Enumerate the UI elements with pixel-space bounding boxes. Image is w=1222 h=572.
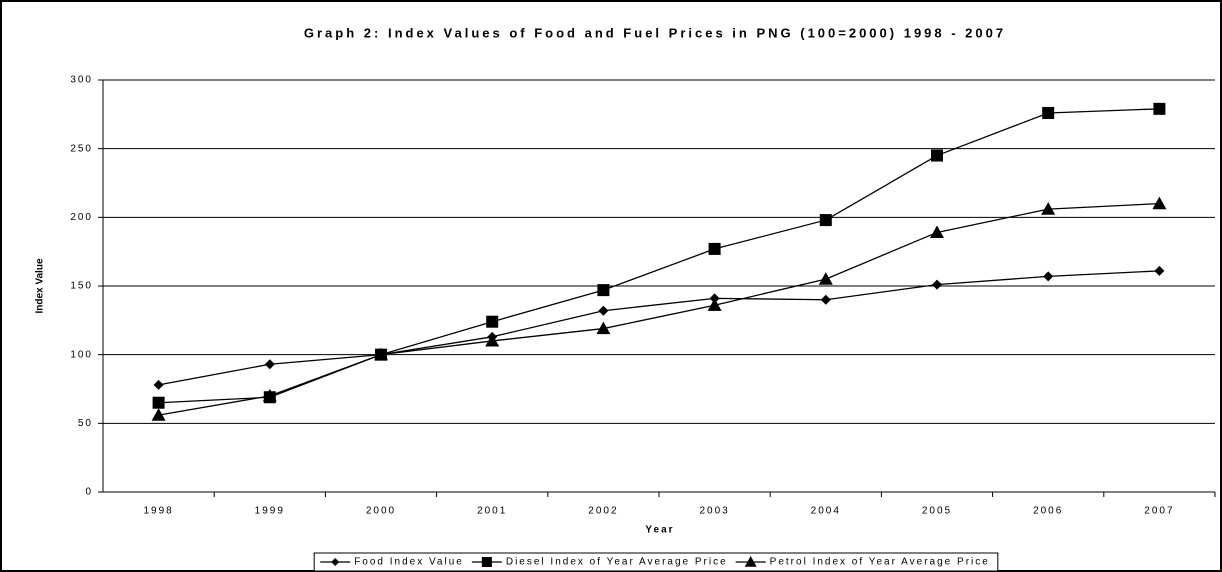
y-tick-label: 300: [70, 75, 93, 86]
series-line: [158, 270, 1160, 386]
legend-label: Petrol Index of Year Average Price: [770, 557, 990, 568]
marker-triangle: [707, 298, 722, 311]
marker-triangle: [744, 556, 757, 567]
marker-triangle: [818, 272, 833, 285]
marker-triangle: [1152, 196, 1167, 210]
y-tick-label: 200: [70, 212, 93, 223]
marker-triangle: [930, 225, 944, 239]
y-tick-label: 100: [70, 349, 93, 360]
marker-diamond: [1043, 271, 1054, 282]
marker-triangle: [596, 321, 611, 335]
x-axis-title: Year: [645, 525, 674, 536]
marker-square: [597, 284, 610, 297]
marker-square: [1042, 106, 1055, 119]
marker-triangle: [151, 408, 166, 421]
marker-diamond: [1154, 265, 1165, 276]
x-tick-label: 2004: [811, 506, 841, 517]
x-tick-label: 1999: [255, 506, 285, 517]
marker-triangle: [262, 388, 277, 402]
chart-title: Graph 2: Index Values of Food and Fuel P…: [304, 25, 1006, 40]
marker-square: [486, 315, 499, 328]
x-tick-label: 2006: [1033, 506, 1063, 517]
marker-diamond: [598, 305, 609, 316]
y-tick-label: 50: [78, 418, 93, 429]
y-tick-label: 150: [70, 281, 93, 292]
x-tick-label: 2007: [1144, 506, 1174, 517]
x-tick-label: 2002: [588, 506, 618, 517]
marker-diamond: [264, 359, 275, 370]
marker-diamond: [932, 279, 942, 290]
marker-square: [152, 396, 165, 409]
series-line: [158, 108, 1160, 404]
marker-triangle: [1041, 202, 1056, 215]
y-tick-label: 0: [85, 487, 93, 498]
x-tick-label: 2000: [366, 506, 396, 517]
marker-square: [819, 214, 832, 227]
x-tick-label: 2005: [922, 506, 952, 517]
marker-square: [1153, 102, 1166, 115]
series-line: [158, 202, 1160, 416]
legend-label: Diesel Index of Year Average Price: [506, 557, 728, 568]
marker-diamond: [331, 558, 340, 566]
marker-square: [481, 557, 492, 567]
marker-square: [931, 149, 943, 162]
x-tick-label: 2001: [477, 506, 507, 517]
legend-label: Food Index Value: [354, 557, 464, 568]
marker-triangle: [485, 333, 500, 347]
marker-square: [708, 242, 721, 255]
marker-diamond: [820, 294, 831, 305]
y-axis-title: Index Value: [35, 258, 46, 313]
x-tick-label: 2003: [699, 506, 729, 517]
x-tick-label: 1998: [143, 506, 173, 517]
legend: Food Index Value Diesel Index of Year Ave…: [313, 552, 999, 572]
y-tick-label: 250: [70, 143, 93, 154]
marker-diamond: [153, 379, 164, 390]
marker-triangle: [374, 347, 388, 361]
